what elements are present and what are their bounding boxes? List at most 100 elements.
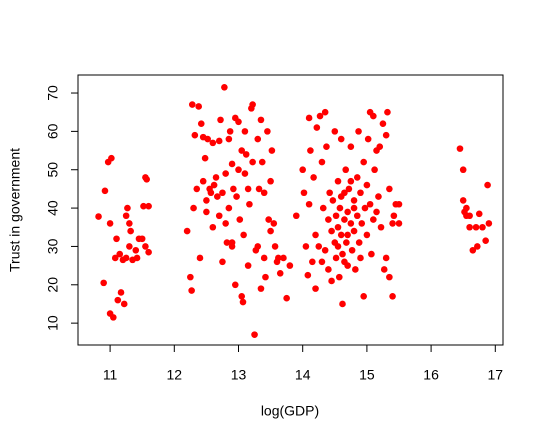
point	[117, 289, 125, 296]
point	[280, 254, 287, 262]
point	[235, 166, 242, 174]
point	[370, 112, 377, 120]
point	[386, 273, 393, 281]
x-tick-label: 11	[103, 367, 118, 383]
point	[221, 83, 228, 91]
point	[379, 120, 387, 128]
point	[323, 143, 330, 151]
point	[255, 185, 263, 193]
y-tick-label: 30	[45, 238, 61, 254]
point	[360, 158, 367, 166]
point	[377, 223, 385, 231]
point	[343, 239, 350, 246]
point	[318, 158, 326, 166]
point	[335, 273, 343, 281]
point	[474, 243, 481, 250]
point	[260, 254, 268, 262]
point	[228, 239, 236, 246]
point	[270, 220, 278, 227]
point	[334, 177, 342, 185]
point	[382, 254, 390, 262]
point	[329, 197, 337, 204]
point	[337, 135, 345, 143]
point	[219, 189, 226, 197]
point	[344, 208, 351, 216]
point	[337, 193, 345, 200]
point	[299, 166, 306, 174]
point	[183, 227, 191, 235]
point	[133, 254, 141, 262]
point	[188, 101, 196, 108]
point	[124, 204, 131, 212]
point	[373, 208, 380, 216]
point	[235, 118, 242, 126]
point	[212, 174, 220, 181]
point	[370, 216, 377, 223]
point	[210, 181, 218, 189]
point	[203, 197, 210, 204]
point	[302, 243, 310, 250]
point	[355, 128, 362, 135]
point	[225, 135, 233, 143]
point	[201, 154, 209, 162]
point	[331, 128, 339, 135]
point	[106, 220, 114, 227]
point	[209, 139, 217, 147]
point	[196, 254, 204, 262]
point	[316, 112, 324, 120]
point	[238, 292, 246, 300]
point	[126, 220, 133, 227]
point	[380, 266, 388, 273]
point	[187, 273, 194, 281]
point	[466, 223, 473, 231]
point	[463, 204, 470, 212]
point	[254, 243, 262, 250]
point	[364, 135, 372, 143]
point	[459, 197, 467, 204]
point	[312, 231, 319, 239]
point	[193, 185, 201, 193]
point	[214, 193, 221, 200]
point	[126, 243, 133, 250]
x-tick-label: 12	[167, 367, 183, 383]
point	[143, 176, 150, 183]
point	[199, 177, 207, 185]
point	[110, 314, 117, 321]
point	[484, 181, 491, 189]
x-tick-label: 13	[231, 367, 247, 383]
point	[190, 204, 197, 212]
point	[363, 181, 371, 189]
point	[100, 279, 107, 287]
point	[307, 147, 314, 154]
point	[339, 250, 346, 258]
point	[207, 189, 215, 197]
point	[230, 185, 237, 193]
point	[140, 202, 147, 210]
point	[197, 120, 205, 128]
point	[300, 189, 308, 197]
point	[347, 220, 355, 227]
point	[240, 231, 247, 239]
point	[357, 189, 364, 197]
x-tick-label: 16	[423, 367, 439, 383]
point	[215, 212, 223, 220]
point	[342, 166, 350, 174]
point	[485, 220, 493, 227]
point	[145, 202, 152, 210]
point	[222, 170, 229, 177]
point	[209, 223, 217, 231]
point	[233, 193, 240, 200]
point	[312, 285, 319, 292]
y-tick-label: 50	[45, 162, 61, 178]
point	[321, 246, 329, 254]
point	[108, 154, 115, 162]
point	[203, 208, 210, 216]
point	[111, 254, 119, 262]
point	[353, 212, 361, 220]
point	[321, 108, 329, 116]
point	[188, 287, 195, 294]
point	[375, 193, 382, 200]
point	[315, 243, 323, 250]
point	[244, 262, 252, 269]
point	[472, 223, 480, 231]
